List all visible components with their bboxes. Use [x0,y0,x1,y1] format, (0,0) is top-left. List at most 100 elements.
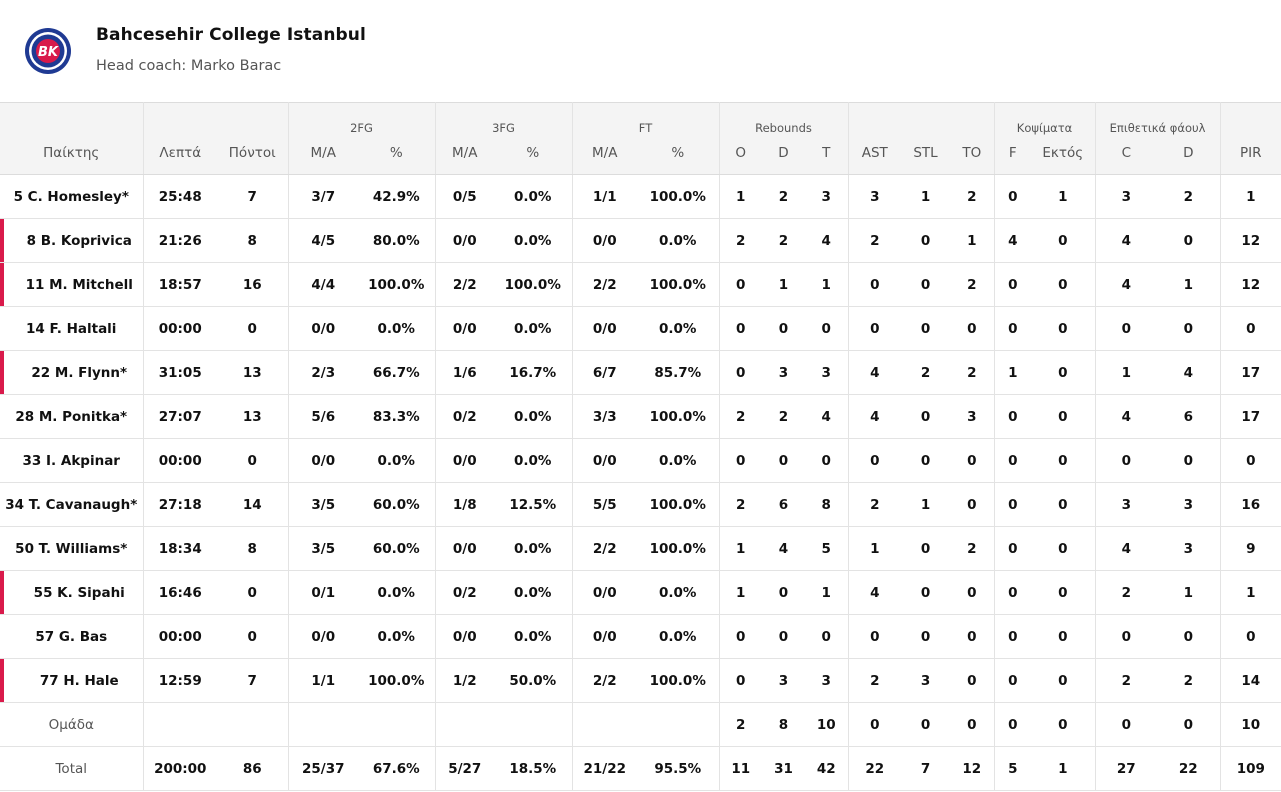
cell-blk-a: 0 [1031,570,1096,615]
cell-player-name[interactable]: 50 T. Williams* [0,526,143,571]
col-ast[interactable]: AST [847,136,902,175]
cell-ft-pct: 0.0% [637,306,719,351]
cell-fg2-ma [287,702,358,747]
cell-foul-d: 22 [1157,746,1221,791]
col-to[interactable]: TO [950,136,995,175]
col-pir[interactable]: PIR [1219,136,1281,175]
cell-points: 8 [217,526,288,571]
col-foul-c[interactable]: C [1094,136,1158,175]
cell-reb-d: 4 [762,526,805,571]
cell-blk-a: 0 [1031,306,1096,351]
col-foul-d[interactable]: D [1157,136,1221,175]
cell-player-name[interactable]: 11 M. Mitchell [0,262,143,307]
cell-pir: 0 [1219,614,1281,659]
cell-pir: 9 [1219,526,1281,571]
cell-ft-pct: 95.5% [637,746,719,791]
col-2fg-ma[interactable]: M/A [287,136,358,175]
cell-blk-f: 0 [993,438,1032,483]
cell-foul-c: 0 [1094,306,1158,351]
cell-ft-ma: 0/0 [571,438,637,483]
cell-stl: 0 [901,438,951,483]
cell-ast: 0 [847,702,902,747]
cell-foul-c: 4 [1094,262,1158,307]
cell-player-name[interactable]: 33 I. Akpinar [0,438,143,483]
col-blk-f[interactable]: F [993,136,1032,175]
head-coach: Head coach: Marko Barac [96,58,282,74]
cell-reb-d: 2 [762,218,805,263]
cell-ft-ma: 0/0 [571,614,637,659]
cell-fg3-pct: 18.5% [494,746,572,791]
cell-ft-ma: 6/7 [571,350,637,395]
col-ft-pct[interactable]: % [637,136,719,175]
cell-player-name[interactable]: 77 H. Hale [0,658,143,703]
cell-stl: 0 [901,262,951,307]
cell-points: 13 [217,394,288,439]
cell-player-name[interactable]: 34 T. Cavanaugh* [0,482,143,527]
cell-foul-c: 2 [1094,570,1158,615]
cell-reb-d: 31 [762,746,805,791]
cell-player-name[interactable]: 8 B. Koprivica [0,218,143,263]
cell-player-name[interactable]: 5 C. Homesley* [0,174,143,219]
col-blk-a[interactable]: Εκτός [1031,136,1096,175]
cell-reb-o: 0 [718,306,762,351]
column-header-row: Παίκτης Λεπτά Πόντοι M/A % M/A % M/A % O… [0,136,1281,175]
col-stl[interactable]: STL [901,136,951,175]
cell-pir: 10 [1219,702,1281,747]
cell-points: 16 [217,262,288,307]
cell-ast: 0 [847,438,902,483]
cell-ft-ma: 2/2 [571,658,637,703]
table-row: 57 G. Bas 00:00 0 0/0 0.0% 0/0 0.0% 0/0 0.0% 0 0 0 0… [0,614,1281,659]
cell-player-name: Ομάδα [0,702,143,747]
col-points[interactable]: Πόντοι [217,136,288,175]
cell-ast: 2 [847,658,902,703]
cell-blk-a: 0 [1031,394,1096,439]
cell-fg2-pct: 60.0% [358,526,435,571]
cell-player-name[interactable]: 22 M. Flynn* [0,350,143,395]
cell-reb-d: 0 [762,438,805,483]
cell-foul-c: 4 [1094,394,1158,439]
cell-blk-f: 5 [993,746,1032,791]
cell-stl: 0 [901,570,951,615]
cell-fg3-ma: 0/0 [434,306,494,351]
cell-player-name[interactable]: 55 K. Sipahi [0,570,143,615]
col-2fg-pct[interactable]: % [358,136,435,175]
cell-ft-pct: 0.0% [637,570,719,615]
cell-blk-f: 0 [993,174,1032,219]
cell-fg2-ma: 2/3 [287,350,358,395]
cell-fg2-pct [358,702,435,747]
cell-player-name[interactable]: 14 F. Haltali [0,306,143,351]
col-reb-o[interactable]: O [718,136,762,175]
col-reb-t[interactable]: T [805,136,849,175]
col-3fg-ma[interactable]: M/A [434,136,494,175]
cell-minutes: 00:00 [142,306,217,351]
cell-fg3-pct: 16.7% [494,350,572,395]
cell-ast: 4 [847,350,902,395]
cell-blk-f: 0 [993,702,1032,747]
cell-blk-a: 0 [1031,482,1096,527]
cell-pir: 1 [1219,174,1281,219]
col-ft-ma[interactable]: M/A [571,136,637,175]
cell-blk-f: 0 [993,262,1032,307]
cell-to: 3 [950,394,995,439]
col-minutes[interactable]: Λεπτά [142,136,217,175]
cell-blk-a: 0 [1031,350,1096,395]
cell-fg2-ma: 0/1 [287,570,358,615]
cell-fg2-pct: 100.0% [358,658,435,703]
cell-stl: 1 [901,482,951,527]
cell-blk-a: 0 [1031,614,1096,659]
cell-player-name[interactable]: 28 M. Ponitka* [0,394,143,439]
col-player[interactable]: Παίκτης [0,136,143,175]
cell-fg2-pct: 67.6% [358,746,435,791]
cell-ft-pct: 100.0% [637,262,719,307]
col-3fg-pct[interactable]: % [494,136,572,175]
cell-reb-d: 3 [762,350,805,395]
cell-minutes: 00:00 [142,614,217,659]
col-reb-d[interactable]: D [762,136,805,175]
cell-foul-d: 4 [1157,350,1221,395]
cell-reb-d: 0 [762,614,805,659]
cell-player-name[interactable]: 57 G. Bas [0,614,143,659]
cell-blk-a: 0 [1031,658,1096,703]
cell-fg2-ma: 3/5 [287,526,358,571]
cell-fg2-ma: 5/6 [287,394,358,439]
cell-points: 0 [217,570,288,615]
